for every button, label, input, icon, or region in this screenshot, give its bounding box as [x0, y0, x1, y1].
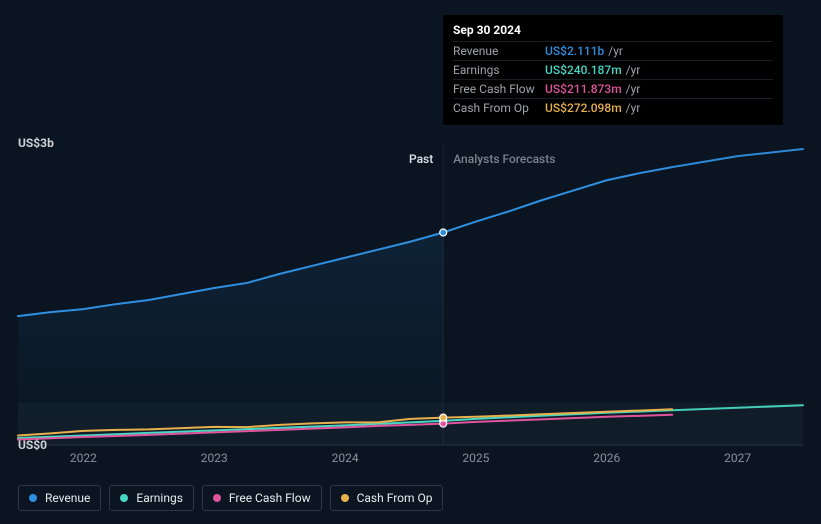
- tooltip-row-label: Cash From Op: [453, 101, 545, 115]
- tooltip-row-suffix: /yr: [626, 82, 641, 96]
- x-axis-tick: 2026: [593, 451, 620, 465]
- x-axis-tick: 2022: [70, 451, 97, 465]
- legend-item-earnings[interactable]: Earnings: [109, 485, 194, 511]
- financials-chart: Past Analysts Forecasts 2022 2023 2024 2025…: [0, 0, 821, 524]
- legend-item-cfo[interactable]: Cash From Op: [330, 485, 444, 511]
- x-axis-tick: 2024: [332, 451, 359, 465]
- tooltip-row-suffix: /yr: [626, 63, 641, 77]
- tooltip-row-value: US$2.111b: [545, 44, 604, 58]
- tooltip-row: EarningsUS$240.187m/yr: [453, 60, 773, 79]
- tooltip-row-suffix: /yr: [626, 101, 641, 115]
- legend-item-revenue[interactable]: Revenue: [18, 485, 101, 511]
- chart-tooltip: Sep 30 2024 RevenueUS$2.111b/yrEarningsU…: [443, 15, 783, 125]
- tooltip-date: Sep 30 2024: [453, 21, 773, 41]
- legend-item-label: Revenue: [45, 491, 90, 505]
- x-axis-ticks: 2022 2023 2024 2025 2026 2027: [18, 445, 803, 465]
- region-label-forecast: Analysts Forecasts: [453, 152, 555, 166]
- legend-item-fcf[interactable]: Free Cash Flow: [202, 485, 322, 511]
- tooltip-row-value: US$211.873m: [545, 82, 622, 96]
- legend-dot-icon: [29, 494, 37, 502]
- chart-svg: [18, 143, 803, 445]
- x-axis-tick: 2023: [201, 451, 228, 465]
- tooltip-row-suffix: /yr: [608, 44, 623, 58]
- legend-item-label: Earnings: [136, 491, 183, 505]
- tooltip-row: Free Cash FlowUS$211.873m/yr: [453, 79, 773, 98]
- legend-dot-icon: [341, 494, 349, 502]
- tooltip-row-value: US$272.098m: [545, 101, 622, 115]
- x-axis-tick: 2027: [724, 451, 751, 465]
- region-label-past: Past: [409, 152, 433, 166]
- legend-dot-icon: [120, 494, 128, 502]
- plot-area[interactable]: Past Analysts Forecasts 2022202320242025…: [18, 143, 803, 445]
- tooltip-row-label: Revenue: [453, 44, 545, 58]
- tooltip-row-value: US$240.187m: [545, 63, 622, 77]
- tooltip-row: Cash From OpUS$272.098m/yr: [453, 98, 773, 117]
- legend-item-label: Free Cash Flow: [229, 491, 311, 505]
- legend-dot-icon: [213, 494, 221, 502]
- x-axis-tick: 2025: [462, 451, 489, 465]
- legend-item-label: Cash From Op: [357, 491, 433, 505]
- tooltip-row-label: Earnings: [453, 63, 545, 77]
- legend: Revenue Earnings Free Cash Flow Cash From O…: [18, 485, 443, 511]
- tooltip-row-label: Free Cash Flow: [453, 82, 545, 96]
- tooltip-row: RevenueUS$2.111b/yr: [453, 41, 773, 60]
